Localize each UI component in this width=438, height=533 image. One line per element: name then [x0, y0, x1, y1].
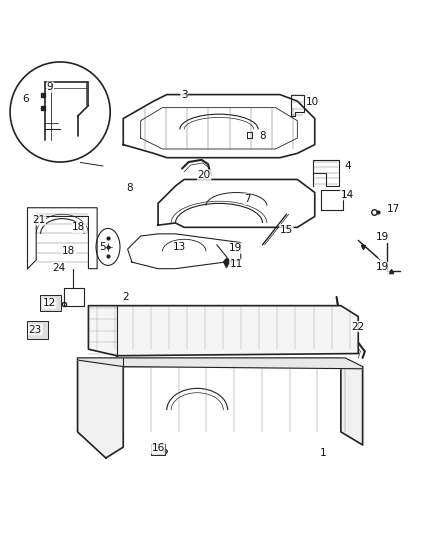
FancyBboxPatch shape — [27, 321, 48, 339]
Text: 2: 2 — [122, 292, 129, 302]
Text: 11: 11 — [230, 260, 243, 269]
Text: 24: 24 — [53, 263, 66, 273]
FancyBboxPatch shape — [40, 295, 61, 311]
Text: 21: 21 — [32, 215, 46, 225]
Text: 19: 19 — [375, 232, 389, 242]
Text: 7: 7 — [244, 194, 251, 204]
Text: 13: 13 — [173, 242, 187, 252]
Text: 12: 12 — [42, 298, 56, 309]
Text: 18: 18 — [72, 222, 85, 232]
Text: 19: 19 — [229, 243, 242, 253]
Text: 9: 9 — [47, 82, 53, 92]
Text: 18: 18 — [62, 246, 75, 256]
Text: 23: 23 — [29, 325, 42, 335]
Text: 17: 17 — [386, 204, 400, 214]
Text: 6: 6 — [22, 94, 29, 104]
Text: 8: 8 — [127, 183, 133, 193]
Text: 8: 8 — [259, 131, 266, 141]
Text: 10: 10 — [306, 98, 319, 108]
Polygon shape — [88, 305, 358, 356]
Text: 1: 1 — [320, 448, 327, 458]
Text: 4: 4 — [344, 161, 351, 172]
FancyBboxPatch shape — [151, 444, 165, 455]
Text: 15: 15 — [280, 224, 293, 235]
Text: 3: 3 — [181, 90, 187, 100]
Text: 5: 5 — [99, 242, 106, 252]
Text: 20: 20 — [198, 170, 211, 180]
Text: 14: 14 — [341, 190, 354, 200]
Text: 22: 22 — [352, 321, 365, 332]
Text: 19: 19 — [375, 262, 389, 272]
Polygon shape — [78, 358, 363, 369]
Polygon shape — [78, 358, 363, 458]
Text: 16: 16 — [152, 443, 165, 454]
